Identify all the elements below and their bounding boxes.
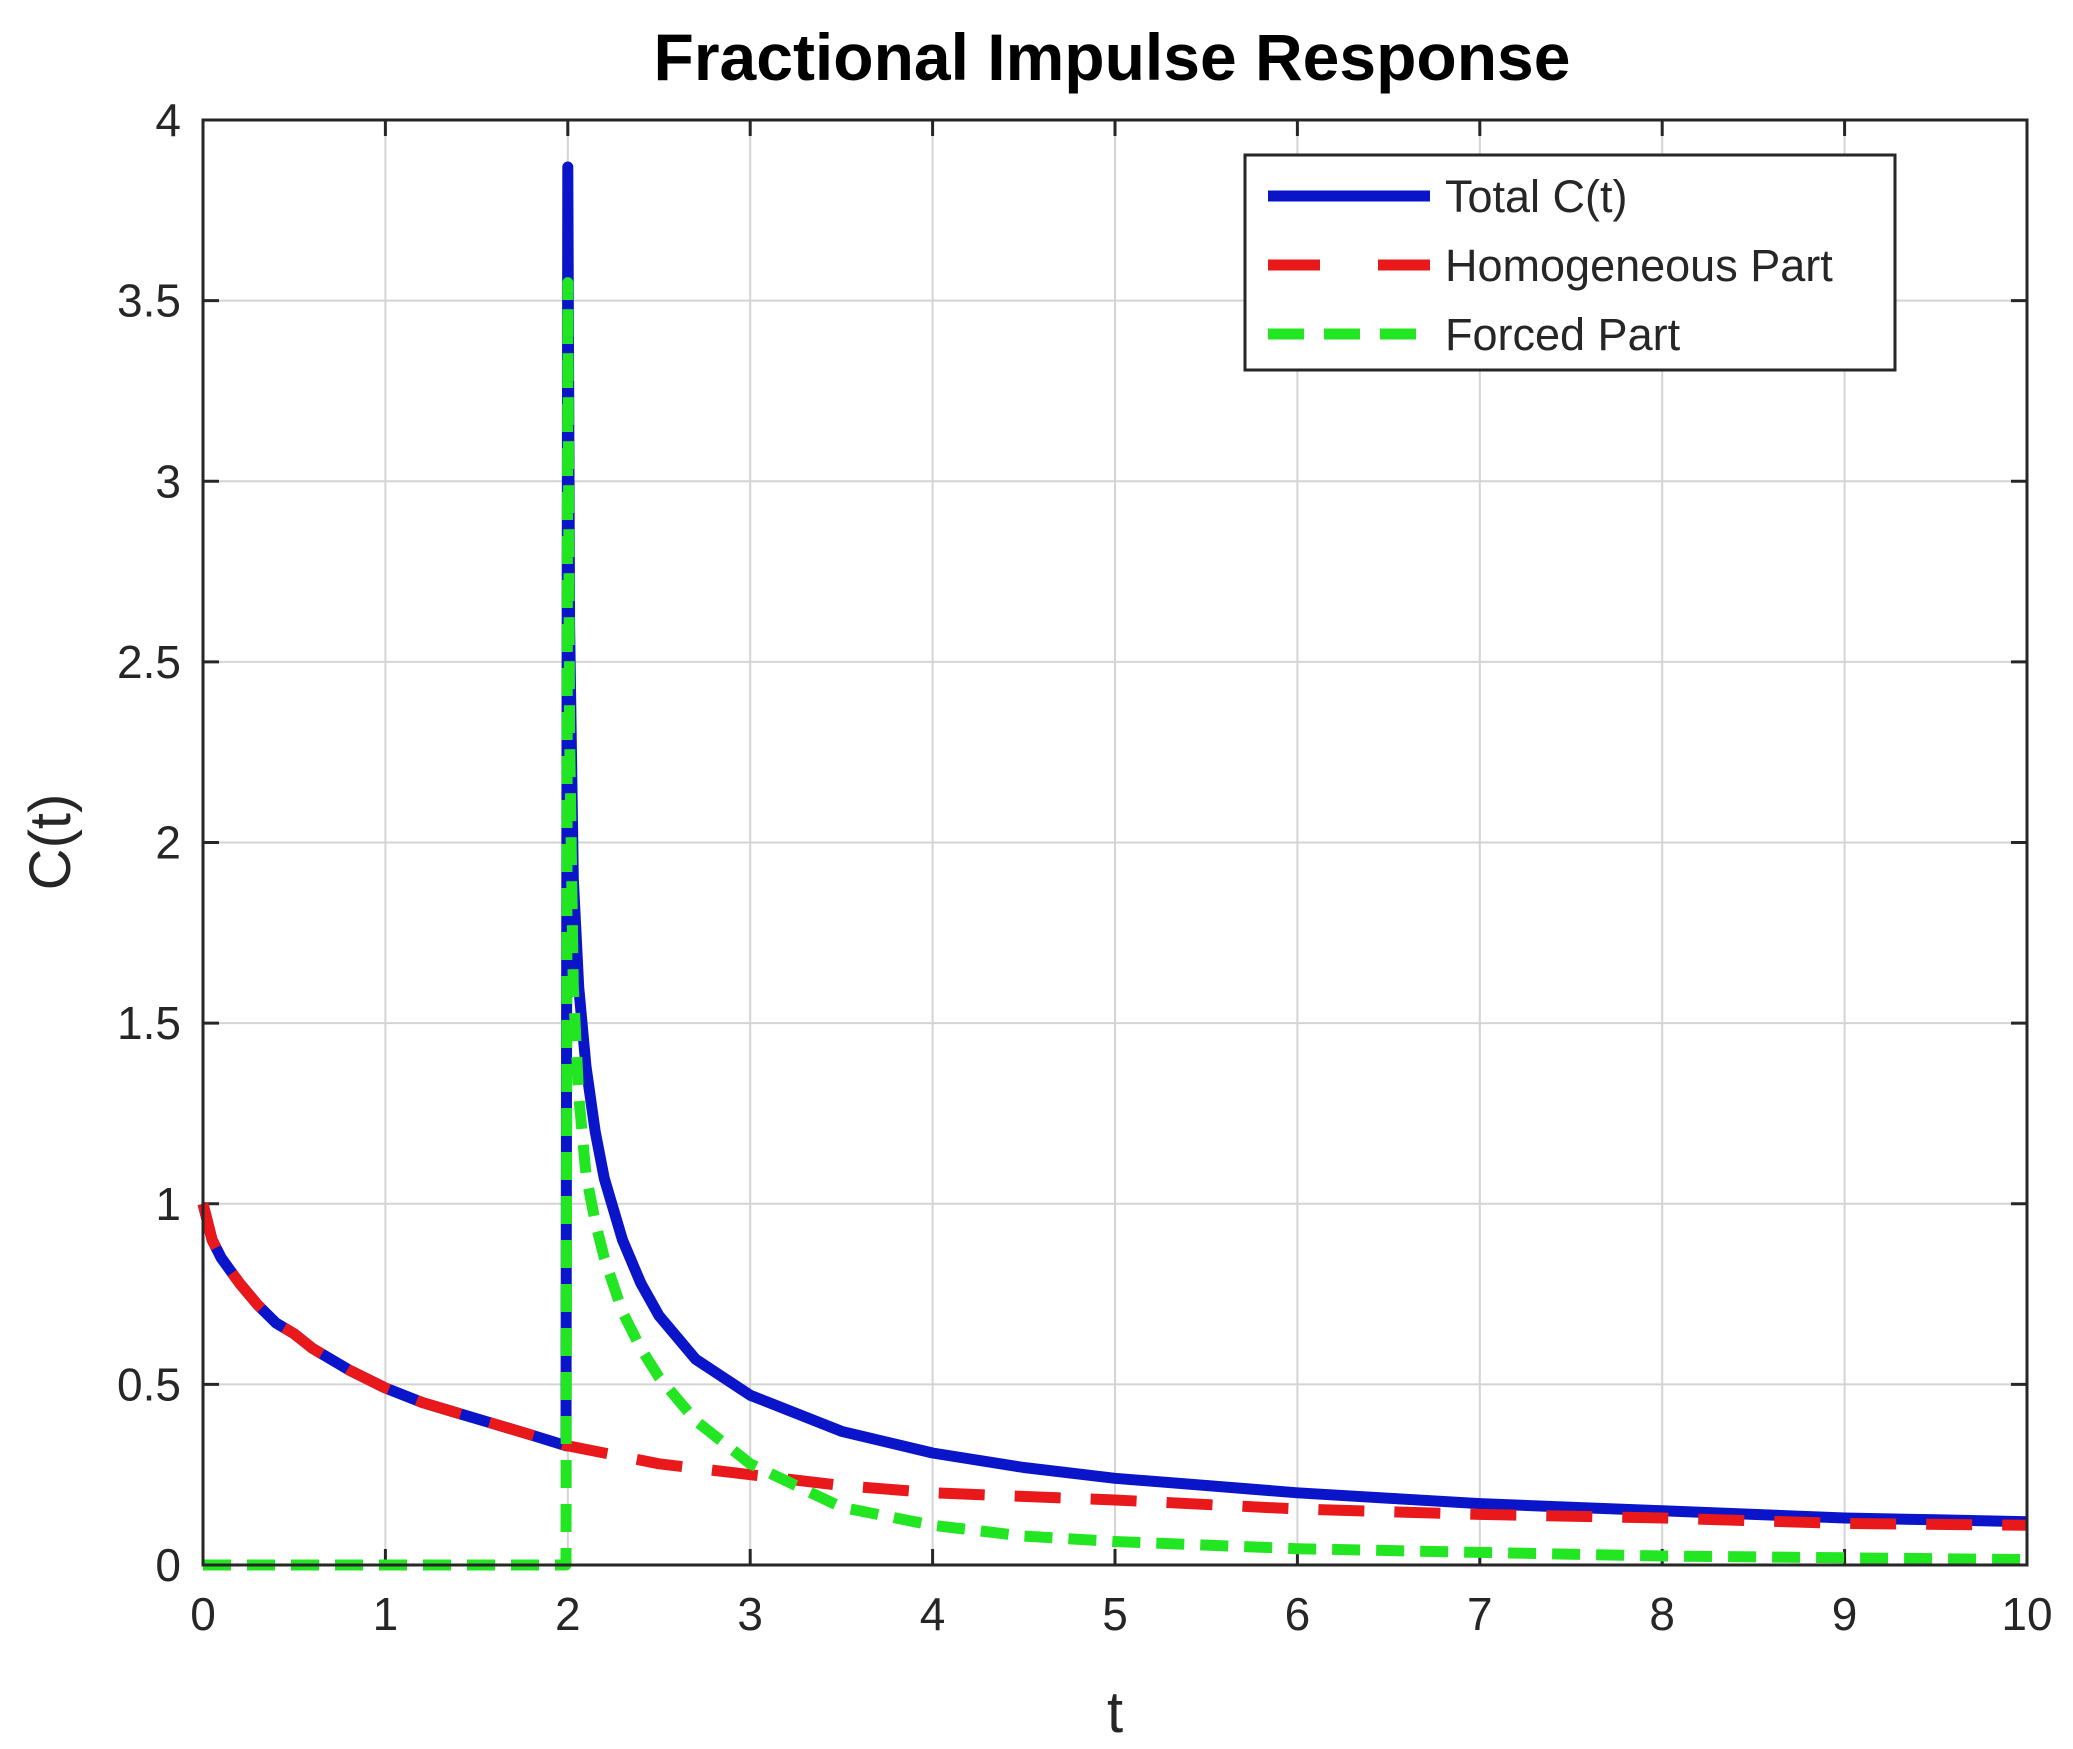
axis-ticks: 0 1 2 3 4 5 6 7 8 9 10 0 0.5 1 1.5 2 2.5 3 3.5 4 [117,94,2053,1640]
x-tick-label: 4 [920,1588,946,1640]
y-tick-label: 1.5 [117,997,181,1049]
legend-label-total: Total C(t) [1445,171,1628,222]
x-tick-label: 0 [190,1588,216,1640]
x-axis-label: t [1107,1680,1123,1744]
x-tick-label: 9 [1832,1588,1858,1640]
y-axis-label: C(t) [18,794,83,891]
legend-label-forced: Forced Part [1445,309,1681,360]
x-tick-label: 2 [555,1588,581,1640]
y-tick-label: 2.5 [117,636,181,688]
x-tick-label: 10 [2001,1588,2052,1640]
legend: Total C(t) Homogeneous Part Forced Part [1243,153,1897,372]
y-tick-label: 4 [155,94,181,146]
x-tick-label: 7 [1467,1588,1493,1640]
y-tick-label: 2 [155,817,181,869]
series-line-forced-part [203,277,2028,1571]
y-tick-label: 3 [155,455,181,507]
x-tick-label: 8 [1649,1588,1675,1640]
y-tick-label: 0.5 [117,1358,181,1410]
y-tick-label: 0 [155,1539,181,1591]
series-lines [197,161,2028,1571]
y-tick-label: 3.5 [117,275,181,327]
chart-title: Fractional Impulse Response [654,20,1571,94]
x-tick-label: 1 [373,1588,399,1640]
x-tick-label: 3 [737,1588,763,1640]
plot-frame [201,118,2029,1567]
y-tick-label: 1 [155,1178,181,1230]
legend-label-homogeneous: Homogeneous Part [1445,240,1833,291]
x-tick-label: 5 [1102,1588,1128,1640]
x-tick-label: 6 [1285,1588,1311,1640]
series-line-homogeneous-part [197,1202,2028,1531]
